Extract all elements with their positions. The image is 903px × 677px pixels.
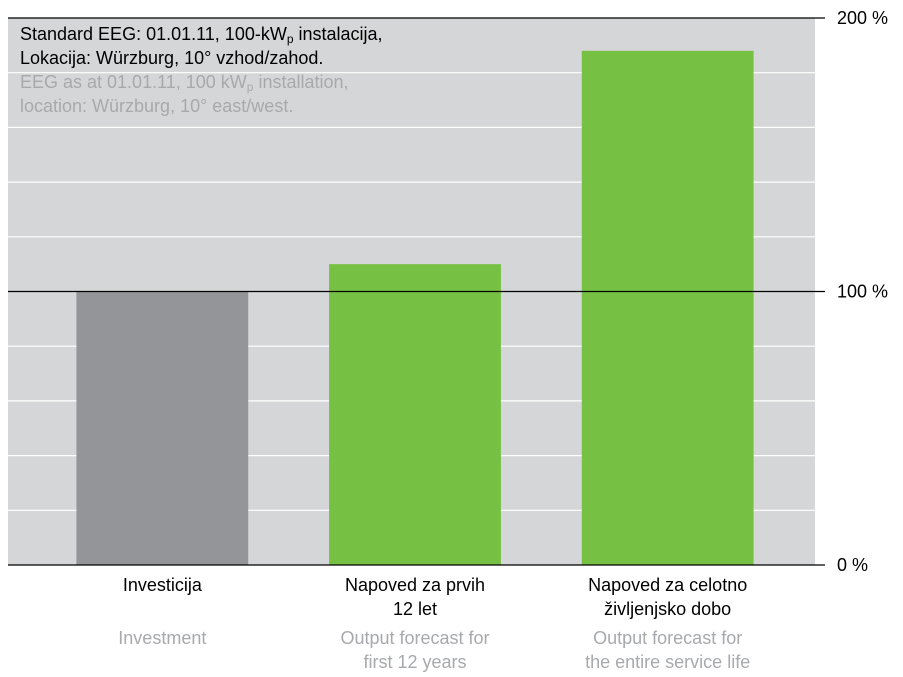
bar: [76, 291, 249, 565]
bar: [581, 50, 754, 565]
x-tick-label: 12 let: [393, 599, 437, 619]
x-tick-label: Napoved za prvih: [345, 575, 485, 595]
y-tick-label: 200 %: [837, 8, 888, 28]
note-text: Standard EEG: 01.01.11, 100-kW: [20, 24, 287, 44]
note-text: instalacija,: [294, 24, 383, 44]
x-tick-label: življenjsko dobo: [604, 599, 731, 619]
note-line: location: Würzburg, 10° east/west.: [20, 96, 293, 116]
y-tick-label: 0 %: [837, 555, 868, 575]
subscript: p: [287, 32, 294, 46]
note-line: Standard EEG: 01.01.11, 100-kWp instalac…: [20, 24, 383, 46]
note-line: EEG as at 01.01.11, 100 kWp installation…: [20, 72, 349, 94]
note-text: location: Würzburg, 10° east/west.: [20, 96, 293, 116]
y-tick-label: 100 %: [837, 281, 888, 301]
x-tick-label: Investicija: [123, 575, 203, 595]
note-text: Lokacija: Würzburg, 10° vzhod/zahod.: [20, 48, 323, 68]
note-text: installation,: [253, 72, 348, 92]
x-tick-label-en: Output forecast for: [593, 628, 742, 648]
bar: [329, 264, 501, 565]
x-tick-label: Napoved za celotno: [588, 575, 747, 595]
subscript: p: [247, 80, 254, 94]
note-text: EEG as at 01.01.11, 100 kW: [20, 72, 247, 92]
x-tick-label-en: Output forecast for: [340, 628, 489, 648]
x-tick-label-en: the entire service life: [585, 652, 750, 672]
note-line: Lokacija: Würzburg, 10° vzhod/zahod.: [20, 48, 323, 68]
x-tick-label-en: first 12 years: [363, 652, 466, 672]
x-tick-label-en: Investment: [118, 628, 206, 648]
